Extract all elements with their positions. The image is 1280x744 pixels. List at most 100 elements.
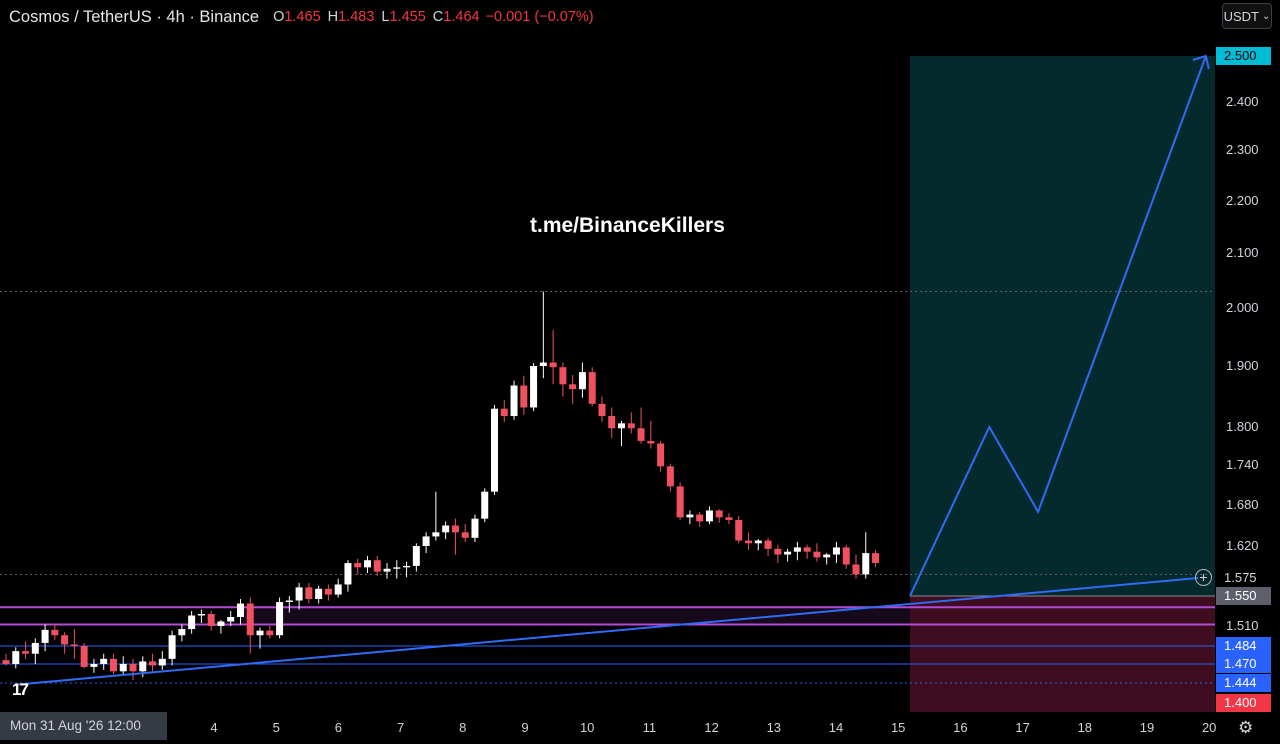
candle-body xyxy=(2,660,10,664)
time-tick-label: 7 xyxy=(396,720,405,735)
purple-zone xyxy=(240,607,910,625)
open-label: O xyxy=(273,9,285,25)
price-tick-label: 2.300 xyxy=(1226,142,1259,157)
candle-body xyxy=(637,428,645,441)
candle-body xyxy=(412,546,420,566)
candle-body xyxy=(285,600,293,602)
candle-body xyxy=(852,564,860,575)
trend-line xyxy=(13,577,1199,686)
plus-circle-icon[interactable]: + xyxy=(1195,569,1212,586)
candle-body xyxy=(41,629,49,643)
candle-body xyxy=(793,547,801,552)
price-tick-label: 1.900 xyxy=(1226,358,1259,373)
candle-body xyxy=(236,603,244,617)
candle-body xyxy=(324,588,332,595)
candle-body xyxy=(22,651,30,654)
candle-body xyxy=(139,661,147,672)
candle-body xyxy=(197,614,205,616)
price-tag: 1.550 xyxy=(1216,587,1271,605)
candle-body xyxy=(149,661,157,666)
candle-body xyxy=(432,532,440,537)
high-value: 1.483 xyxy=(338,9,375,25)
price-tick-label: 1.680 xyxy=(1226,497,1259,512)
open-value: 1.465 xyxy=(284,9,321,25)
candle-body xyxy=(227,617,235,622)
candle-body xyxy=(735,520,743,541)
candle-body xyxy=(872,553,880,564)
candle-body xyxy=(51,629,59,636)
candle-body xyxy=(608,416,616,429)
tradingview-logo-icon[interactable]: 17 xyxy=(12,680,29,699)
price-tag: 1.575 xyxy=(1216,569,1271,587)
candle-body xyxy=(774,548,782,555)
candle-body xyxy=(178,629,186,636)
time-tick-label: 16 xyxy=(953,720,968,735)
time-tick-label: 15 xyxy=(890,720,906,735)
candle-body xyxy=(334,584,342,595)
candle-body xyxy=(363,560,371,568)
candle-body xyxy=(109,658,117,672)
candle-body xyxy=(539,362,547,366)
candle-body xyxy=(569,384,577,390)
time-tick-label: 5 xyxy=(272,720,280,735)
time-tick-label: 18 xyxy=(1077,720,1093,735)
candle-body xyxy=(354,563,362,568)
candle-body xyxy=(764,540,772,549)
currency-label: USDT xyxy=(1223,8,1259,24)
currency-selector[interactable]: USDT ⌄ xyxy=(1222,3,1272,29)
candle-body xyxy=(686,514,694,518)
candle-body xyxy=(373,560,381,572)
candle-body xyxy=(100,658,108,664)
candle-body xyxy=(158,658,166,666)
gear-icon[interactable]: ⚙ xyxy=(1238,718,1254,737)
time-tick-label: 9 xyxy=(521,720,529,735)
candle-body xyxy=(862,553,870,575)
candle-body xyxy=(803,547,811,552)
candle-body xyxy=(471,518,479,538)
candle-body xyxy=(510,385,518,417)
candle-body xyxy=(481,491,489,519)
candle-body xyxy=(696,514,704,522)
candle-body xyxy=(832,547,840,555)
price-tag: 1.484 xyxy=(1216,637,1271,655)
arrow-head-icon xyxy=(1192,54,1210,70)
candle-body xyxy=(559,367,567,385)
candle-body xyxy=(70,644,78,646)
candle-body xyxy=(666,466,674,487)
low-label: L xyxy=(381,9,390,25)
price-tick-label: 2.200 xyxy=(1226,193,1259,208)
price-tag: 1.444 xyxy=(1216,674,1271,692)
price-tick-label: 2.100 xyxy=(1226,245,1259,260)
candle-body xyxy=(745,540,753,544)
time-tick-label: 10 xyxy=(579,720,595,735)
candle-body xyxy=(520,385,528,408)
time-tick-label: 8 xyxy=(459,720,467,735)
loss-zone xyxy=(910,596,1215,712)
candle-body xyxy=(588,372,596,404)
candle-body xyxy=(80,646,88,667)
symbol-title[interactable]: Cosmos / TetherUS · 4h · Binance xyxy=(9,7,260,26)
candle-body xyxy=(442,525,450,533)
candle-body xyxy=(647,440,655,444)
candle-body xyxy=(129,664,137,672)
candle-body xyxy=(403,565,411,568)
candle-body xyxy=(823,554,831,558)
candle-body xyxy=(451,525,459,533)
candle-body xyxy=(715,510,723,518)
projection-path xyxy=(909,55,1207,597)
time-tick-label: 13 xyxy=(766,720,782,735)
price-tick-label: 2.000 xyxy=(1226,300,1259,315)
candle-body xyxy=(168,635,176,659)
candle-body xyxy=(676,486,684,518)
price-tick-label: 1.800 xyxy=(1226,419,1259,434)
candle-body xyxy=(657,443,665,467)
candle-body xyxy=(618,423,626,429)
candle-body xyxy=(530,366,538,408)
candle-body xyxy=(61,635,69,645)
symbol-header: Cosmos / TetherUS · 4h · Binance O 1.465… xyxy=(9,6,597,28)
close-label: C xyxy=(432,9,444,25)
change-value: −0.001 (−0.07%) xyxy=(485,9,594,25)
candle-body xyxy=(784,551,792,555)
candle-body xyxy=(598,403,606,417)
